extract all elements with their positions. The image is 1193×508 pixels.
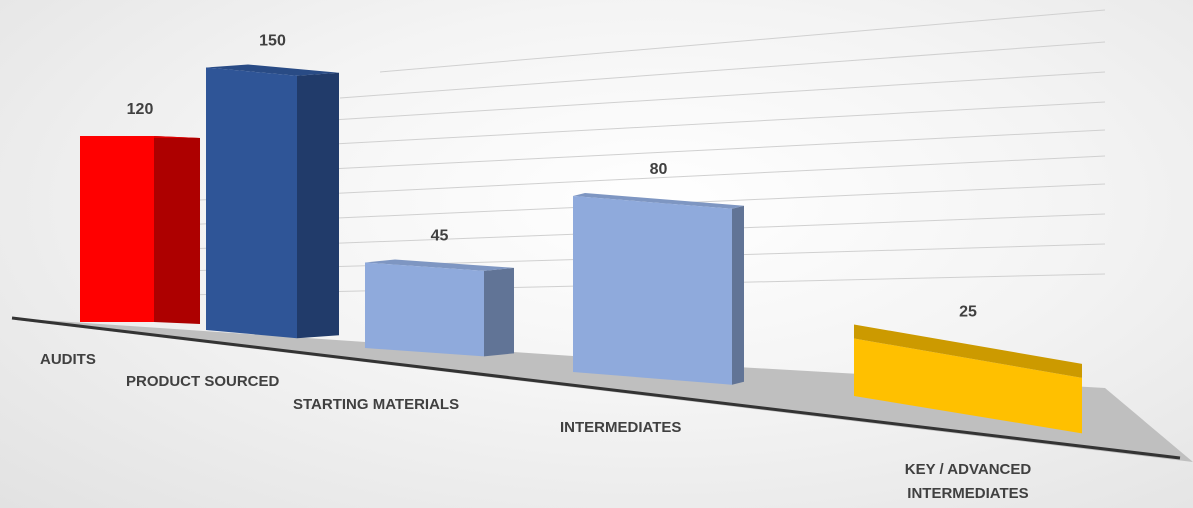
bar <box>80 136 200 324</box>
bar-side-face <box>732 205 744 385</box>
gridline <box>259 101 1106 149</box>
bar-top-face <box>365 259 514 271</box>
bar-top-face <box>206 64 339 76</box>
category-label: AUDITS <box>40 351 96 368</box>
gridline <box>199 155 1106 201</box>
bar-top-face <box>854 324 1082 378</box>
gridline <box>299 71 1106 123</box>
data-label: 120 <box>127 101 154 118</box>
gridline <box>339 41 1106 99</box>
data-labels: 120 150 45 80 25 <box>127 33 977 321</box>
bar <box>206 64 339 339</box>
bar-front-face <box>573 196 732 385</box>
category-label: KEY / ADVANCED INTERMEDIATES <box>905 461 1032 502</box>
bar-front-face <box>854 338 1082 434</box>
category-label: PRODUCT SOURCED <box>126 373 280 390</box>
bar-top-face <box>573 193 744 209</box>
data-label: 150 <box>259 33 286 50</box>
bar-front-face <box>365 262 484 357</box>
category-label: STARTING MATERIALS <box>293 396 459 413</box>
category-label: INTERMEDIATES <box>560 419 681 436</box>
data-label: 45 <box>431 228 449 245</box>
bar-side-face <box>484 267 514 357</box>
floor-front-edge <box>11 316 1181 460</box>
bar <box>573 193 744 385</box>
bars <box>80 64 1082 434</box>
bar-front-face <box>80 136 154 322</box>
bar <box>365 259 514 357</box>
data-label: 25 <box>959 304 977 321</box>
bar <box>854 324 1082 434</box>
bar-side-face <box>297 72 339 339</box>
bar-front-face <box>206 67 297 339</box>
gridline <box>229 129 1106 175</box>
data-label: 80 <box>650 161 668 178</box>
gridline <box>379 9 1106 73</box>
category-labels: AUDITS PRODUCT SOURCED STARTING MATERIALS I… <box>40 351 1031 502</box>
bar-side-face <box>154 136 200 324</box>
